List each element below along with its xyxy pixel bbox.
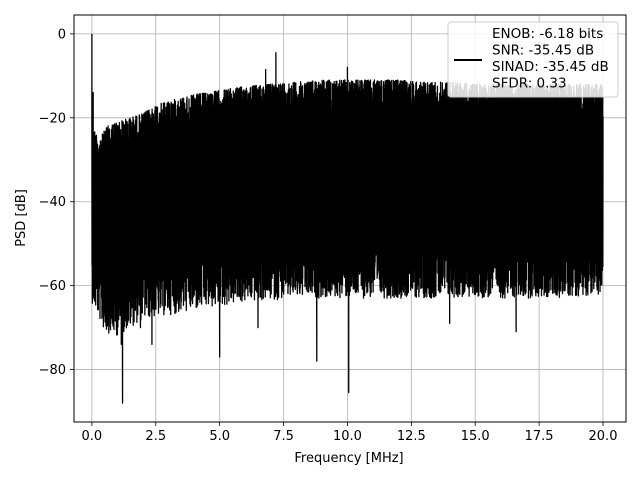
psd-line: [91, 33, 604, 404]
x-tick-label: 15.0: [461, 429, 490, 444]
x-tick-label: 10.0: [333, 429, 362, 444]
series-psd: [91, 33, 604, 404]
plot-frame: [73, 14, 627, 423]
x-tick-label: 7.5: [273, 429, 294, 444]
x-tick-label: 20.0: [589, 429, 618, 444]
x-tick-label: 17.5: [525, 429, 554, 444]
y-axis: 0 −20 −40 −60 −80: [39, 27, 74, 378]
legend-label-line: SNR: -35.45 dB: [492, 43, 594, 59]
y-tick-label: −80: [39, 363, 66, 378]
y-axis-label: PSD [dB]: [14, 189, 29, 247]
legend-label-line: SFDR: 0.33: [492, 76, 567, 92]
x-tick-label: 0.0: [82, 429, 103, 444]
y-tick-label: −40: [39, 195, 66, 210]
legend-box: [447, 21, 619, 98]
x-tick-label: 12.5: [397, 429, 426, 444]
x-tick-label: 5.0: [209, 429, 230, 444]
y-tick-label: 0: [58, 27, 66, 42]
x-tick-label: 2.5: [145, 429, 166, 444]
x-axis: 0.0 2.5 5.0 7.5 10.0 12.5 15.0 17.5 20.0: [82, 422, 618, 444]
legend-entry-label: ENOB: -6.18 bits SNR: -35.45 dB SINAD: -35…: [492, 26, 609, 92]
y-tick-label: −20: [39, 111, 66, 126]
legend-label-line: SINAD: -35.45 dB: [492, 59, 609, 75]
legend-label-line: ENOB: -6.18 bits: [492, 26, 603, 42]
x-axis-label: Frequency [MHz]: [294, 451, 403, 466]
y-tick-label: −60: [39, 279, 66, 294]
legend: ENOB: -6.18 bits SNR: -35.45 dB SINAD: -35…: [447, 21, 619, 98]
